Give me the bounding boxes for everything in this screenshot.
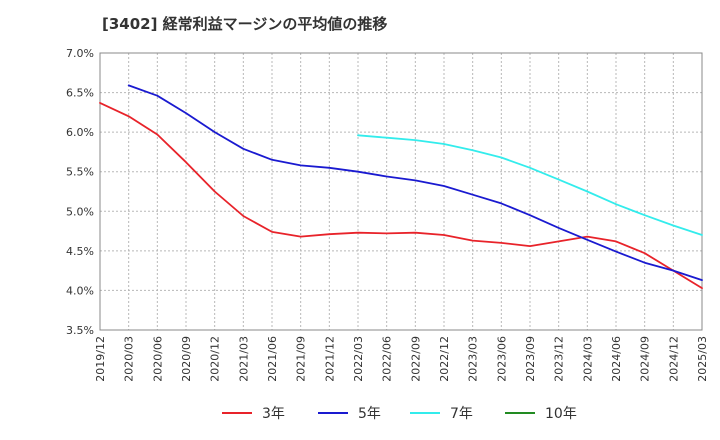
y-tick-label: 6.5%	[66, 87, 94, 100]
x-tick-label: 2023/09	[524, 336, 537, 382]
x-tick-label: 2023/06	[495, 336, 508, 382]
x-tick-label: 2022/12	[438, 336, 451, 382]
legend-label: 10年	[545, 406, 577, 422]
y-tick-label: 7.0%	[66, 47, 94, 60]
x-tick-label: 2020/06	[151, 336, 164, 382]
series-line-1	[127, 84, 703, 282]
x-tick-label: 2021/12	[323, 336, 336, 382]
grid	[99, 52, 703, 331]
x-tick-label: 2024/12	[667, 336, 680, 382]
x-tick-label: 2023/12	[553, 336, 566, 382]
legend-label: 7年	[450, 406, 473, 422]
x-tick-label: 2024/09	[639, 336, 652, 382]
x-tick-label: 2023/03	[467, 336, 480, 382]
x-tick-label: 2024/06	[610, 336, 623, 382]
y-axis-ticks: 3.5% 4.0% 4.5% 5.0% 5.5% 6.0% 6.5% 7.0%	[66, 47, 94, 337]
x-tick-label: 2024/03	[581, 336, 594, 382]
series-line-0	[99, 102, 703, 290]
legend-label: 5年	[358, 406, 381, 422]
y-tick-label: 5.0%	[66, 205, 94, 218]
legend: 3年 5年 7年 10年	[222, 406, 577, 422]
chart-title: [3402] 経常利益マージンの平均値の推移	[102, 15, 388, 33]
series-line-2	[357, 134, 703, 236]
y-tick-label: 4.5%	[66, 245, 94, 258]
x-tick-label: 2021/06	[266, 336, 279, 382]
x-tick-label: 2020/03	[123, 336, 136, 382]
x-axis-ticks: 2019/12 2020/03 2020/06 2020/09 2020/12 2021/…	[94, 336, 709, 382]
y-tick-label: 4.0%	[66, 284, 94, 297]
x-tick-label: 2022/06	[381, 336, 394, 382]
x-tick-label: 2020/12	[209, 336, 222, 382]
legend-label: 3年	[262, 406, 285, 422]
series-lines	[99, 84, 703, 290]
axes	[99, 52, 703, 331]
x-tick-label: 2022/03	[352, 336, 365, 382]
x-tick-label: 2025/03	[696, 336, 709, 382]
x-tick-label: 2021/09	[295, 336, 308, 382]
y-tick-label: 6.0%	[66, 126, 94, 139]
x-tick-label: 2022/09	[409, 336, 422, 382]
y-tick-label: 5.5%	[66, 166, 94, 179]
y-tick-label: 3.5%	[66, 324, 94, 337]
plot-frame	[99, 52, 703, 331]
x-tick-label: 2020/09	[180, 336, 193, 382]
x-tick-label: 2021/03	[237, 336, 250, 382]
x-tick-label: 2019/12	[94, 336, 107, 382]
